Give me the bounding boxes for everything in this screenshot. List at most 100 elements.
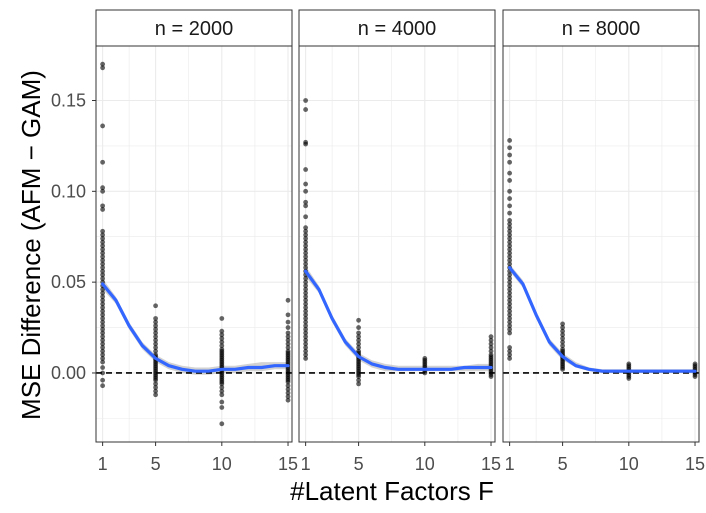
data-point — [560, 339, 565, 345]
data-point — [153, 381, 158, 387]
data-point — [100, 370, 106, 376]
data-point — [507, 228, 513, 234]
data-point — [285, 394, 291, 399]
data-point — [219, 343, 225, 349]
data-point — [507, 145, 513, 151]
data-point — [100, 294, 106, 300]
data-point — [507, 221, 513, 227]
data-point — [303, 254, 309, 260]
data-point — [100, 326, 106, 332]
data-point — [285, 390, 291, 396]
data-point — [100, 207, 106, 212]
data-point — [356, 377, 361, 383]
y-tick-label: 0.15 — [51, 90, 86, 110]
data-point — [303, 294, 309, 300]
data-point — [507, 203, 513, 209]
data-point — [507, 301, 513, 307]
data-point — [100, 61, 106, 67]
data-point — [303, 337, 309, 343]
data-point — [303, 276, 309, 281]
data-point — [100, 65, 106, 71]
data-point — [303, 247, 309, 252]
data-point — [153, 348, 158, 354]
data-point — [219, 392, 225, 398]
data-point — [303, 345, 309, 350]
data-point — [303, 188, 309, 194]
data-point — [100, 159, 106, 165]
data-point — [560, 321, 565, 327]
data-point — [100, 272, 106, 278]
data-point — [488, 337, 494, 343]
data-point — [153, 319, 158, 325]
data-point — [285, 341, 291, 347]
data-point — [303, 232, 309, 238]
data-point — [285, 386, 291, 392]
data-point — [219, 388, 225, 394]
data-point — [303, 290, 309, 296]
x-tick-label: 10 — [619, 454, 639, 474]
confidence-band — [509, 264, 695, 373]
data-point — [507, 178, 513, 183]
x-tick-label: 1 — [98, 454, 108, 474]
data-point — [219, 385, 225, 390]
data-point — [153, 377, 158, 383]
data-point — [303, 305, 309, 310]
data-point — [100, 243, 106, 249]
data-point — [219, 405, 225, 410]
data-point — [507, 159, 513, 165]
data-point — [303, 319, 309, 325]
data-point — [488, 334, 494, 340]
data-point — [303, 203, 309, 209]
data-point — [507, 152, 513, 158]
data-point — [100, 276, 106, 281]
facet-strip — [95, 9, 293, 47]
data-point — [100, 265, 106, 271]
data-point — [100, 334, 106, 340]
data-point — [356, 334, 361, 340]
data-point — [303, 326, 309, 332]
data-point — [303, 348, 309, 354]
data-point — [100, 330, 106, 336]
data-point — [303, 316, 309, 321]
data-point — [100, 185, 106, 191]
data-point — [507, 196, 513, 201]
data-point — [507, 225, 513, 231]
data-point — [285, 297, 291, 303]
data-point — [285, 379, 291, 385]
data-point — [100, 203, 106, 209]
panel-background — [503, 46, 699, 442]
data-point — [507, 308, 513, 314]
data-point — [303, 341, 309, 347]
x-tick-label: 5 — [354, 454, 364, 474]
data-point — [507, 323, 513, 329]
data-point — [219, 328, 225, 334]
data-point — [303, 225, 309, 231]
data-point — [507, 287, 513, 292]
data-point — [303, 308, 309, 314]
x-tick-label: 15 — [685, 454, 705, 474]
data-point — [507, 210, 513, 216]
data-point — [507, 272, 513, 278]
data-point — [507, 217, 513, 223]
data-point — [507, 279, 513, 285]
data-point — [356, 330, 361, 336]
data-point — [153, 392, 158, 398]
data-point — [303, 283, 309, 289]
data-point — [560, 336, 565, 341]
data-point — [507, 352, 513, 358]
data-point — [507, 316, 513, 321]
data-point — [100, 236, 106, 241]
y-tick-label: 0.00 — [51, 363, 86, 383]
data-point — [285, 334, 291, 340]
data-point — [507, 326, 513, 332]
data-point — [100, 341, 106, 347]
data-point — [303, 287, 309, 292]
data-point — [100, 268, 106, 274]
data-point — [219, 339, 225, 345]
data-point — [356, 317, 361, 323]
data-point — [488, 374, 494, 380]
data-point — [560, 328, 565, 334]
